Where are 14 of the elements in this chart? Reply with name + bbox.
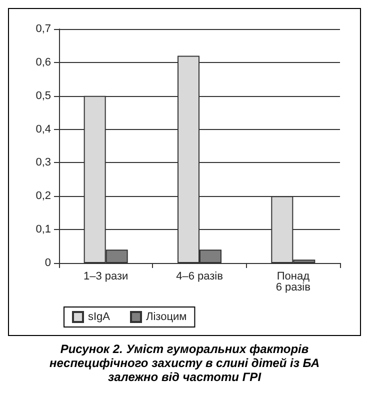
legend-label: sIgA xyxy=(88,311,111,323)
y-tick-label: 0,1 xyxy=(36,224,51,236)
y-tick-label: 0,2 xyxy=(36,190,51,202)
y-tick-label: 0,7 xyxy=(36,23,51,35)
text: Рисунок 2. Уміст гуморальних факторів неспецифічного захисту в слині дітей із БА залежно від частоти ГРІ xyxy=(48,342,321,384)
y-tick-label: 0,3 xyxy=(36,156,51,169)
y-tick-label: 0 xyxy=(44,257,51,269)
y-tick-label: 0,6 xyxy=(36,56,51,68)
x-tick-label: Понад 6 разів xyxy=(276,270,311,294)
y-tick-label: 0,5 xyxy=(36,90,51,102)
legend-label: Лізоцим xyxy=(146,311,187,323)
x-tick-label: 1–3 рази xyxy=(83,270,128,282)
y-tick-label: 0,4 xyxy=(36,123,51,136)
x-tick-label: 4–6 разів xyxy=(176,270,224,282)
